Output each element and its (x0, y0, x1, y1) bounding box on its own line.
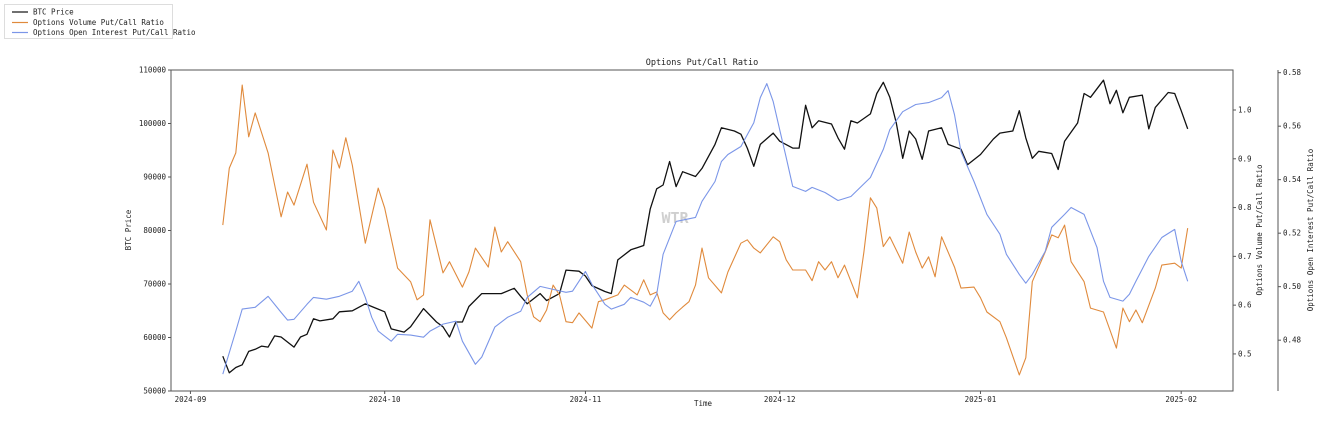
series-line-oi-put-call-ratio (222, 83, 1189, 375)
right1-tick-label: 0.5 (1238, 349, 1252, 358)
right2-tick-label: 0.54 (1283, 175, 1302, 184)
legend-label-oi-ratio: Options Open Interest Put/Call Ratio (33, 28, 196, 37)
x-tick-label: 2025-01 (965, 395, 997, 404)
left-tick-label: 110000 (139, 66, 167, 75)
right2-tick-label: 0.48 (1283, 336, 1302, 345)
left-tick-label: 80000 (143, 226, 166, 235)
left-tick-label: 90000 (143, 173, 166, 182)
right1-tick-label: 0.7 (1238, 252, 1252, 261)
right2-tick-label: 0.50 (1283, 282, 1302, 291)
right2-tick-label: 0.58 (1283, 68, 1302, 77)
left-tick-label: 50000 (143, 387, 166, 396)
watermark: WTR (661, 209, 689, 227)
left-tick-label: 100000 (139, 119, 167, 128)
chart-title: Options Put/Call Ratio (646, 58, 759, 68)
left-axis-label: BTC Price (124, 209, 133, 250)
legend-label-btc-price: BTC Price (33, 8, 74, 17)
series-line-volume-put-call-ratio (222, 84, 1189, 376)
right2-tick-label: 0.56 (1283, 122, 1302, 131)
x-tick-label: 2025-02 (1165, 395, 1197, 404)
x-tick-label: 2024-09 (175, 395, 207, 404)
left-tick-label: 70000 (143, 280, 166, 289)
left-tick-label: 60000 (143, 333, 166, 342)
x-axis-label: Time (694, 399, 713, 408)
series-layer (222, 79, 1189, 376)
x-tick-label: 2024-12 (764, 395, 796, 404)
axes-layer: 2024-09 2024-10 2024-11 2024-12 2025-01 2025-… (139, 66, 1302, 405)
plot-frame (170, 69, 1234, 392)
right1-axis-label: Options Volume Put/Call Ratio (1255, 164, 1264, 295)
legend-label-volume-ratio: Options Volume Put/Call Ratio (33, 18, 164, 27)
right1-tick-label: 0.9 (1238, 154, 1252, 163)
right2-axis-label: Options Open Interest Put/Call Ratio (1306, 148, 1315, 311)
x-tick-label: 2024-10 (369, 395, 401, 404)
right1-tick-label: 0.8 (1238, 203, 1252, 212)
x-tick-label: 2024-11 (570, 395, 602, 404)
right1-tick-label: 1.0 (1238, 106, 1252, 115)
right2-tick-label: 0.52 (1283, 229, 1301, 238)
legend: BTC Price Options Volume Put/Call Ratio … (4, 4, 196, 39)
series-line-btc-price (222, 79, 1189, 374)
right1-tick-label: 0.6 (1238, 301, 1252, 310)
legend-box (4, 4, 173, 39)
